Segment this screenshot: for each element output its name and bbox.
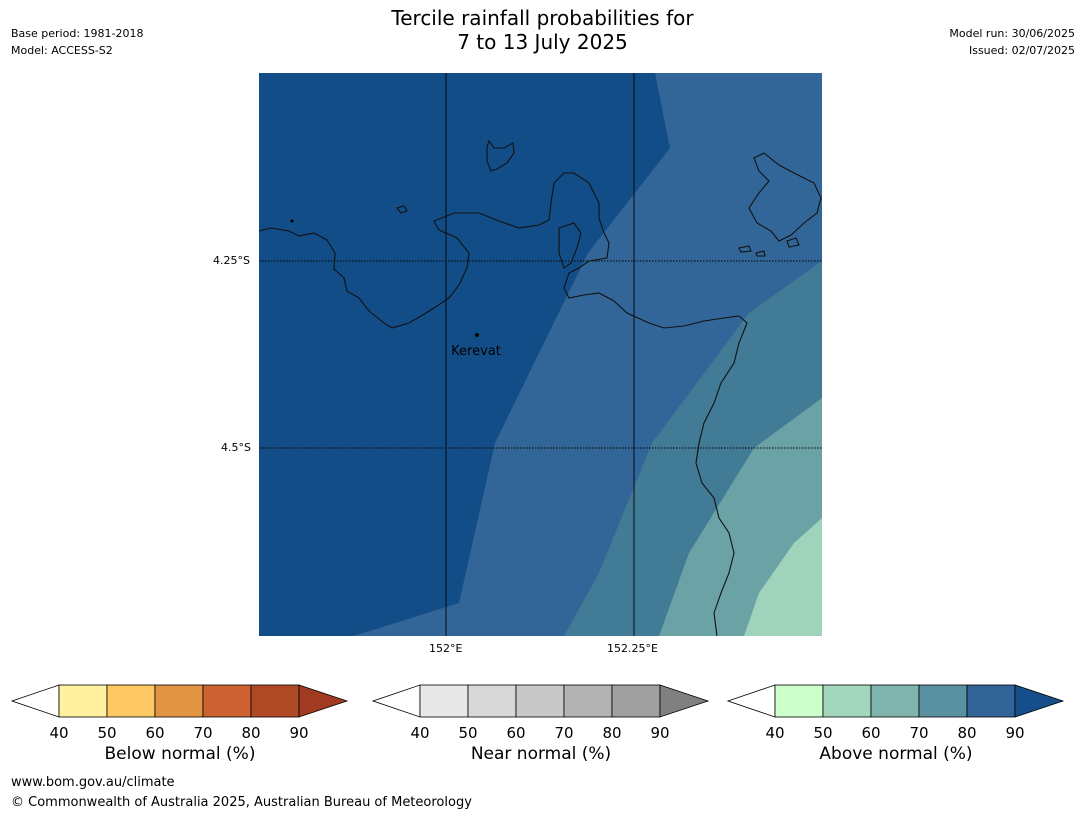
colorbar-below-normal-ticks: 40 50 60 70 80 90 (11, 724, 349, 744)
colorbar-segment (563, 684, 613, 718)
colorbar-segment (202, 684, 252, 718)
kerevat-label: Kerevat (451, 344, 501, 359)
colorbar-extend-high (298, 684, 349, 718)
colorbar-segment (870, 684, 920, 718)
colorbar-segment (611, 684, 661, 718)
footer-url: www.bom.gov.au/climate (11, 775, 175, 790)
coastline (259, 139, 822, 636)
lat-tick-4-25s: 4.25°S (213, 254, 250, 267)
colorbar-tick-label: 40 (49, 724, 69, 742)
colorbar-tick-label: 80 (602, 724, 622, 742)
colorbar-tick-label: 80 (241, 724, 261, 742)
colorbar-tick-label: 60 (506, 724, 526, 742)
colorbar-above-normal-ticks: 40 50 60 70 80 90 (727, 724, 1065, 744)
colorbar-segment (58, 684, 108, 718)
colorbar-segment (918, 684, 968, 718)
colorbar-tick-label: 80 (957, 724, 977, 742)
issued-text: Issued: 02/07/2025 (968, 44, 1075, 57)
colorbar-tick-label: 50 (813, 724, 833, 742)
colorbar-tick-label: 70 (909, 724, 929, 742)
title-line-2: 7 to 13 July 2025 (457, 30, 628, 54)
colorbar-near-normal-ticks: 40 50 60 70 80 90 (372, 724, 710, 744)
kerevat-marker (475, 333, 479, 337)
colorbar-below-normal-bar (10, 684, 349, 718)
islet-coastline (396, 205, 408, 214)
colorbar-segment (774, 684, 824, 718)
header-right: Model run: 30/06/2025 Issued: 02/07/2025 (949, 25, 1075, 59)
model-run-text: Model run: 30/06/2025 (949, 27, 1075, 40)
colorbar-near-normal: 40 50 60 70 80 90 Near normal (%) (371, 684, 710, 774)
colorbar-segment (467, 684, 517, 718)
colorbar-extend-low (726, 684, 776, 718)
duke-of-york-coastline (748, 152, 822, 242)
colorbar-tick-label: 40 (410, 724, 430, 742)
islet-dot (290, 219, 294, 223)
lon-tick-152e: 152°E (429, 642, 463, 655)
colorbar-segment (154, 684, 204, 718)
colorbar-below-normal: 40 50 60 70 80 90 Below normal (%) (10, 684, 349, 774)
colorbar-tick-label: 40 (765, 724, 785, 742)
colorbar-above-normal-label: Above normal (%) (819, 744, 973, 764)
colorbar-tick-label: 90 (289, 724, 309, 742)
model-text: Model: ACCESS-S2 (11, 44, 113, 57)
small-islet-3-coastline (786, 237, 800, 248)
zone-40-50 (744, 518, 822, 636)
header-left: Base period: 1981-2018 Model: ACCESS-S2 (11, 25, 143, 59)
small-islet-2-coastline (755, 250, 766, 257)
lon-tick-152-25e: 152.25°E (607, 642, 658, 655)
colorbar-segment (966, 684, 1016, 718)
colorbar-tick-label: 90 (1005, 724, 1025, 742)
map-gridlines (259, 73, 822, 636)
page-title: Tercile rainfall probabilities for 7 to … (0, 6, 1085, 54)
colorbar-near-normal-bar (371, 684, 710, 718)
colorbar-segment (419, 684, 469, 718)
colorbar-below-normal-label: Below normal (%) (104, 744, 256, 764)
headland-coastline (558, 222, 582, 269)
lat-tick-4-5s: 4.5°S (221, 441, 251, 454)
title-line-1: Tercile rainfall probabilities for (391, 6, 694, 30)
colorbar-extend-low (371, 684, 421, 718)
colorbar-above-normal: 40 50 60 70 80 90 Above normal (%) (726, 684, 1065, 774)
new-britain-coastline (259, 172, 748, 636)
base-period-text: Base period: 1981-2018 (11, 27, 144, 40)
rainfall-probability-map: Kerevat (259, 73, 822, 636)
colorbar-extend-high (1014, 684, 1065, 718)
footer-copyright: © Commonwealth of Australia 2025, Austra… (11, 795, 472, 810)
colorbar-near-normal-label: Near normal (%) (470, 744, 612, 764)
colorbar-tick-label: 70 (193, 724, 213, 742)
colorbar-tick-label: 70 (554, 724, 574, 742)
colorbar-tick-label: 50 (97, 724, 117, 742)
colorbar-segment (515, 684, 565, 718)
colorbar-tick-label: 90 (650, 724, 670, 742)
colorbar-extend-low (10, 684, 60, 718)
colorbar-tick-label: 50 (458, 724, 478, 742)
colorbar-tick-label: 60 (861, 724, 881, 742)
colorbar-segment (250, 684, 300, 718)
footer: www.bom.gov.au/climate © Commonwealth of… (11, 773, 472, 813)
colorbar-extend-high (659, 684, 710, 718)
small-islet-1-coastline (738, 245, 752, 253)
watom-island-coastline (486, 139, 515, 172)
colorbar-above-normal-bar (726, 684, 1065, 718)
colorbar-segment (106, 684, 156, 718)
colorbar-segment (822, 684, 872, 718)
colorbar-tick-label: 60 (145, 724, 165, 742)
